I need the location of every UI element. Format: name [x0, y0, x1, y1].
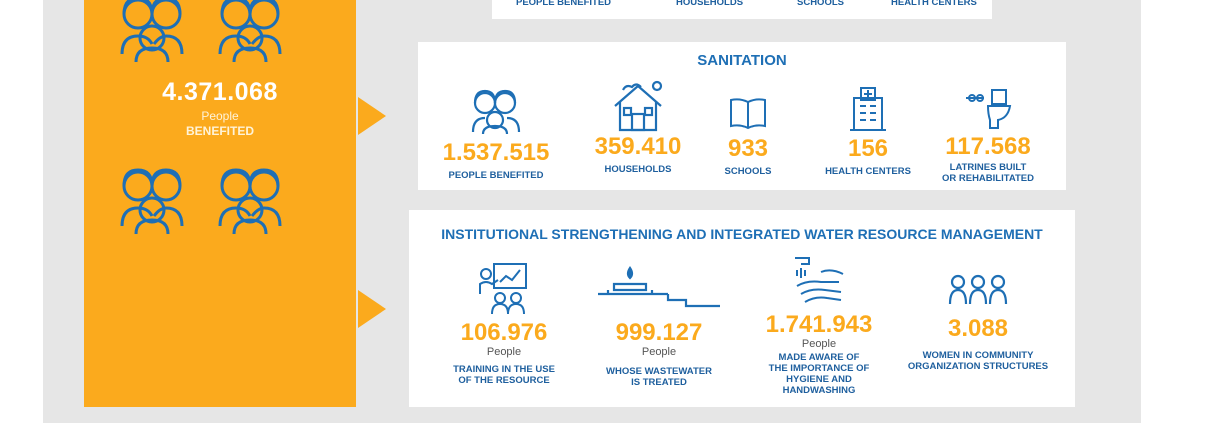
- wastewater-icon: [598, 266, 720, 308]
- stat-unit: People: [486, 346, 522, 358]
- stat-wastewater: 999.127 People WHOSE WASTEWATER IS TREAT…: [589, 260, 729, 388]
- stat-women-community: 3.088 WOMEN IN COMMUNITY ORGANIZATION ST…: [903, 272, 1053, 372]
- stat-unit: People: [641, 346, 677, 358]
- sanitation-card: SANITATION 1.537.515 PEOPLE BENEFITED 35…: [418, 42, 1066, 190]
- stat-value: 1.741.943: [765, 311, 873, 338]
- stat-value: 1.537.515: [442, 139, 550, 166]
- stat-handwashing: 1.741.943 People MADE AWARE OF THE IMPOR…: [749, 252, 889, 396]
- stat-label-line2: ORGANIZATION STRUCTURES: [907, 361, 1049, 372]
- total-beneficiaries-value: 4.371.068: [162, 78, 278, 106]
- stat-label: PEOPLE BENEFITED: [448, 170, 544, 181]
- stat-health-centers: 156 HEALTH CENTERS: [810, 86, 926, 177]
- stat-label: SCHOOLS: [724, 166, 772, 177]
- stat-households: 359.410 HOUSEHOLDS: [578, 80, 698, 175]
- stat-label-line1: WOMEN IN COMMUNITY: [922, 350, 1034, 361]
- stat-label-line1: MADE AWARE OF: [778, 352, 860, 363]
- water-schools-label: SCHOOLS: [797, 0, 844, 8]
- water-people-label: PEOPLE BENEFITED: [516, 0, 612, 8]
- stat-value: 117.568: [945, 133, 1031, 160]
- book-icon: [730, 98, 766, 130]
- training-icon: [479, 263, 527, 315]
- stat-unit: People: [801, 338, 837, 350]
- stat-label-line3: HYGIENE AND: [786, 374, 852, 385]
- stat-training: 106.976 People TRAINING IN THE USE OF TH…: [439, 260, 569, 386]
- arrow-right-icon: [358, 97, 386, 135]
- stat-value: 3.088: [947, 315, 1009, 342]
- stat-label-line2: IS TREATED: [631, 377, 687, 388]
- page-margin: [1141, 0, 1210, 423]
- institutional-card: INSTITUTIONAL STRENGTHENING AND INTEGRAT…: [409, 210, 1075, 407]
- stat-label-line2: OR REHABILITATED: [941, 173, 1034, 184]
- people-icon: [471, 89, 521, 134]
- stat-schools: 933 SCHOOLS: [708, 96, 788, 177]
- stat-label: HEALTH CENTERS: [825, 166, 911, 177]
- stat-label-line2: THE IMPORTANCE OF: [768, 363, 870, 374]
- stat-label: HOUSEHOLDS: [604, 164, 672, 175]
- people-icon: [118, 0, 308, 62]
- stat-value: 359.410: [594, 133, 682, 160]
- total-beneficiaries-column: [84, 0, 356, 407]
- stat-label-line4: HANDWASHING: [782, 385, 856, 396]
- people-icon: [118, 164, 308, 234]
- water-health-centers-label: HEALTH CENTERS: [891, 0, 977, 8]
- toilet-icon: [966, 89, 1012, 129]
- community-icon: [948, 274, 1008, 305]
- handwashing-icon: [795, 257, 844, 303]
- stat-value: 933: [727, 135, 769, 162]
- stat-label-line2: OF THE RESOURCE: [458, 375, 550, 386]
- stat-value: 156: [847, 135, 889, 162]
- institutional-title: INSTITUTIONAL STRENGTHENING AND INTEGRAT…: [441, 226, 1043, 242]
- stat-value: 106.976: [460, 319, 548, 346]
- water-households-label: HOUSEHOLDS: [676, 0, 744, 8]
- house-icon: [614, 80, 663, 132]
- stat-label-line1: WHOSE WASTEWATER: [606, 366, 712, 377]
- total-beneficiaries-label: BENEFITED: [185, 124, 254, 138]
- stat-label-line1: TRAINING IN THE USE: [453, 364, 555, 375]
- total-beneficiaries-unit: People: [201, 109, 239, 123]
- sanitation-title: SANITATION: [697, 52, 787, 69]
- stat-latrines: 117.568 LATRINES BUILT OR REHABILITATED: [928, 88, 1048, 184]
- water-card: PEOPLE BENEFITED HOUSEHOLDS SCHOOLS HEAL…: [492, 0, 992, 19]
- stat-value: 999.127: [615, 319, 703, 346]
- stat-people-benefited: 1.537.515 PEOPLE BENEFITED: [426, 88, 566, 181]
- stat-label-line1: LATRINES BUILT: [949, 162, 1027, 173]
- hospital-icon: [850, 87, 886, 131]
- arrow-right-icon: [358, 290, 386, 328]
